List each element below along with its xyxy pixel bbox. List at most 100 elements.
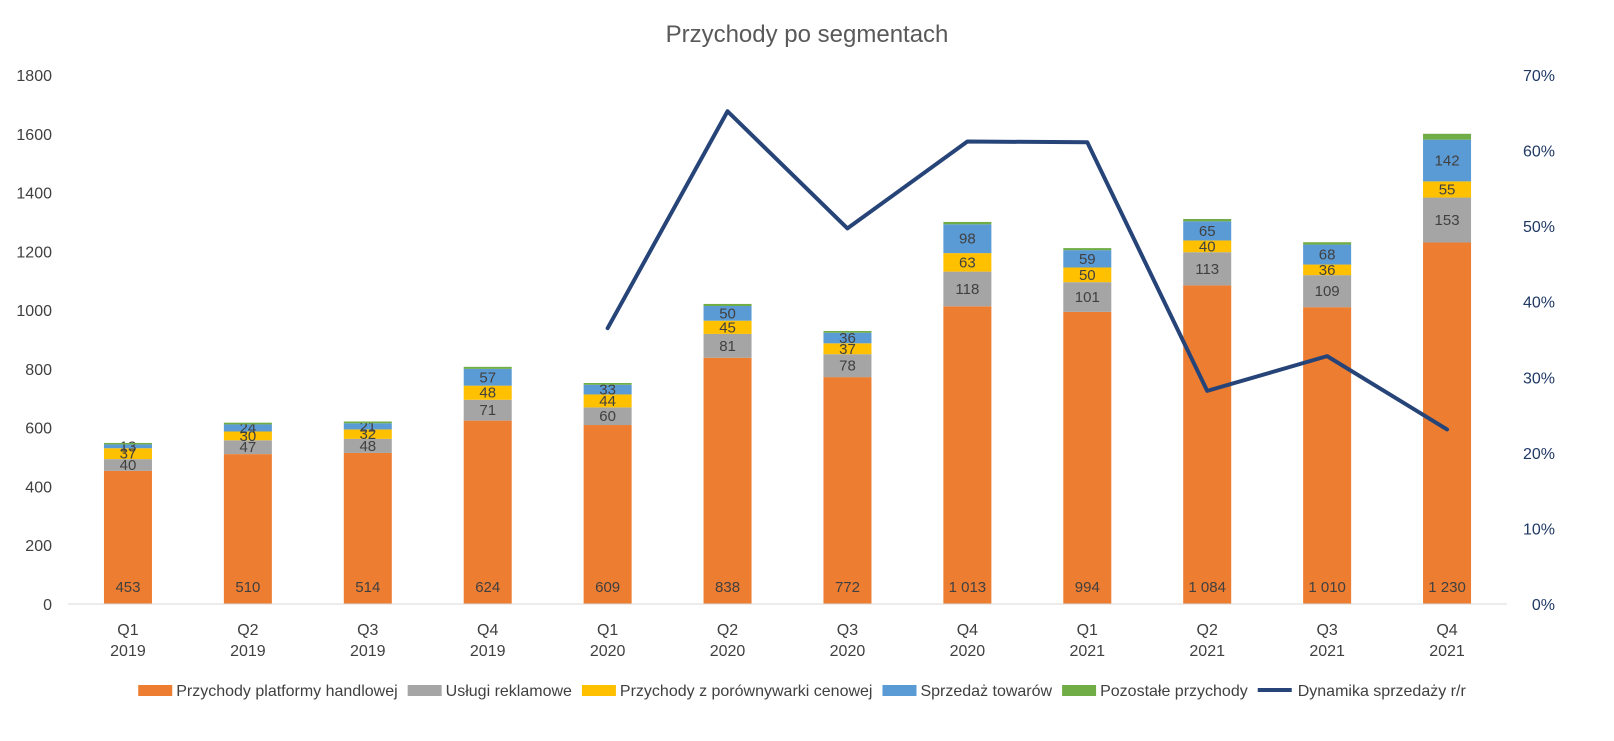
bar-segment <box>103 448 152 460</box>
data-label: 57 <box>479 369 496 386</box>
x-tick-year: 2021 <box>1429 643 1465 660</box>
bar-segment <box>343 438 392 453</box>
y-tick-label: 0 <box>43 597 52 614</box>
bar-segment <box>103 442 152 445</box>
data-label: 1 230 <box>1428 579 1466 596</box>
bar-segment <box>583 407 632 426</box>
y2-tick-label: 60% <box>1523 144 1555 161</box>
bar-segment <box>943 306 992 604</box>
bar-segment <box>583 384 632 395</box>
bar-segment <box>943 271 992 307</box>
y-tick-label: 1000 <box>16 303 52 320</box>
bar-segment <box>1183 221 1232 241</box>
data-label: 78 <box>839 358 856 375</box>
x-tick-year: 2021 <box>1189 643 1225 660</box>
y-tick-label: 1800 <box>16 68 52 85</box>
data-label: 21 <box>359 418 376 435</box>
legend-swatch <box>1062 685 1097 696</box>
bar-segment <box>823 354 872 378</box>
x-tick-quarter: Q1 <box>1077 622 1098 639</box>
legend-item: Przychody z porównywarki cenowej <box>581 683 873 700</box>
bar-segment <box>223 422 272 425</box>
data-label: 37 <box>839 341 856 358</box>
x-tick-year: 2020 <box>830 643 866 660</box>
data-label: 48 <box>479 385 496 402</box>
data-label: 109 <box>1315 283 1340 300</box>
line-layer <box>605 109 1450 432</box>
data-label: 50 <box>719 305 736 322</box>
bar-segment <box>1303 242 1352 245</box>
x-tick-quarter: Q3 <box>357 622 378 639</box>
legend-swatch <box>138 685 173 696</box>
x-tick-year: 2019 <box>470 643 506 660</box>
legend-item: Pozostałe przychody <box>1062 683 1248 700</box>
bar-segment <box>583 425 632 604</box>
data-label: 50 <box>1079 267 1096 284</box>
x-axis: Q1 2019 Q2 2019 Q3 2019 Q4 2019 Q1 2020 Q2 2020 Q3 20… <box>110 622 1465 660</box>
bar-segment <box>1423 242 1472 604</box>
y-tick-label: 1400 <box>16 186 52 203</box>
y2-tick-label: 70% <box>1523 68 1555 85</box>
bar-segment <box>1303 264 1352 276</box>
data-label: 1 010 <box>1308 579 1346 596</box>
x-tick-year: 2021 <box>1309 643 1345 660</box>
bar-segment <box>703 357 752 604</box>
legend-label: Przychody platformy handlowej <box>176 683 397 700</box>
data-label: 44 <box>599 393 616 410</box>
data-label: 36 <box>1319 262 1336 279</box>
legend-label: Przychody z porównywarki cenowej <box>620 683 873 700</box>
legend-item: Przychody platformy handlowej <box>138 683 398 700</box>
legend: Przychody platformy handlowej Usługi rekl… <box>138 683 1466 700</box>
bar-segment <box>223 431 272 441</box>
data-label: 40 <box>1199 238 1216 255</box>
x-tick-year: 2019 <box>350 643 386 660</box>
y2-tick-label: 50% <box>1523 219 1555 236</box>
data-label: 510 <box>235 579 260 596</box>
bar-segment <box>943 221 992 225</box>
growth-line <box>605 109 1450 432</box>
bar-segment <box>463 420 512 604</box>
bar-segment <box>1063 282 1112 312</box>
data-label: 37 <box>120 446 137 463</box>
y-tick-label: 1600 <box>16 127 52 144</box>
y-tick-label: 400 <box>25 479 52 496</box>
bar-segment <box>343 421 392 424</box>
data-label: 30 <box>240 428 257 445</box>
bar-segment <box>1063 248 1112 251</box>
bar-segment <box>1423 181 1472 198</box>
data-label: 55 <box>1439 181 1456 198</box>
bars-layer: 4534037135104730245144832216247148576096… <box>103 133 1472 604</box>
data-label: 142 <box>1435 153 1460 170</box>
data-label: 624 <box>475 579 500 596</box>
bar-segment <box>1063 311 1112 604</box>
data-label: 60 <box>599 408 616 425</box>
x-tick-year: 2020 <box>950 643 986 660</box>
data-label: 40 <box>120 457 137 474</box>
bar-segment <box>1183 285 1232 604</box>
legend-item: Dynamika sprzedaży r/r <box>1257 683 1466 700</box>
data-label: 68 <box>1319 247 1336 264</box>
bar-segment <box>1423 133 1472 140</box>
data-label: 32 <box>359 426 376 443</box>
data-label: 113 <box>1195 261 1219 278</box>
y-axis-right: 0% 10% 20% 30% 40% 50% 60% 70% <box>1523 68 1555 614</box>
bar-segment <box>1303 275 1352 308</box>
bar-segment <box>463 368 512 386</box>
y-tick-label: 600 <box>25 421 52 438</box>
data-label: 47 <box>240 439 257 456</box>
y-tick-label: 800 <box>25 362 52 379</box>
legend-label: Usługi reklamowe <box>446 683 572 700</box>
bar-stack: 1 230 153 55 142 <box>1423 133 1472 604</box>
bar-segment <box>343 423 392 430</box>
bar-segment <box>223 424 272 432</box>
bar-segment <box>703 303 752 306</box>
data-label: 98 <box>959 231 976 248</box>
bar-segment <box>1423 197 1472 243</box>
x-tick-quarter: Q2 <box>717 622 738 639</box>
legend-swatch <box>581 685 616 696</box>
bar-segment <box>703 320 752 334</box>
data-label: 609 <box>595 579 620 596</box>
